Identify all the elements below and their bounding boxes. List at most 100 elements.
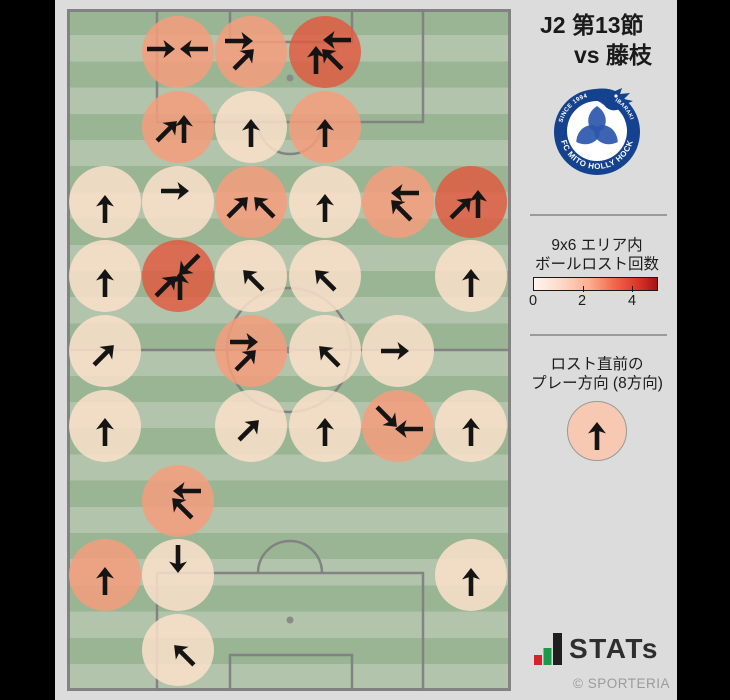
- direction-arrow-right: [230, 333, 259, 351]
- direction-arrow-up-right: [449, 197, 471, 220]
- direction-arrow-right: [147, 40, 176, 58]
- direction-arrow-up-left: [318, 346, 341, 368]
- direction-arrow-left: [390, 183, 419, 202]
- colorbar-tick-4: [631, 286, 633, 292]
- infographic-card: J2 第13節 vs 藤枝: [55, 0, 677, 700]
- loss-circle: [288, 240, 361, 313]
- direction-arrow-up-right: [232, 49, 255, 71]
- loss-circle: [288, 16, 361, 88]
- direction-arrow-down-left: [179, 253, 201, 276]
- loss-circle: [215, 165, 288, 238]
- direction-arrow-up: [315, 417, 334, 446]
- direction-arrow-right: [380, 342, 409, 360]
- hollyhock-leaves-icon: [576, 106, 618, 145]
- colorbar-label-2: 2: [577, 293, 587, 309]
- direction-arrow-up: [462, 269, 480, 298]
- direction-arrow-up-right: [155, 120, 178, 143]
- direction-arrow-up-left: [172, 497, 194, 520]
- direction-arrow-up: [96, 567, 114, 596]
- colorbar-label-4: 4: [627, 293, 637, 309]
- loss-circle: [142, 614, 215, 686]
- loss-circle: [142, 90, 215, 163]
- direction-arrow-up: [171, 272, 190, 301]
- match-title: J2 第13節 vs 藤枝: [520, 10, 680, 70]
- loss-circle: [361, 165, 434, 238]
- colorbar-label-0: 0: [528, 293, 538, 309]
- copyright: © SPORTERIA: [573, 676, 670, 691]
- direction-arrow-up-right: [234, 350, 257, 372]
- loss-circle: [288, 315, 361, 387]
- loss-circle: [435, 165, 507, 238]
- loss-circles-layer: [67, 9, 511, 691]
- stats-bars-icon: [534, 633, 562, 665]
- direction-arrow-up-left: [321, 49, 344, 71]
- direction-arrow-up: [175, 114, 194, 143]
- club-badge: FC MITO HOLLY HOCK SINCE 1994 IBARAKI: [554, 88, 640, 175]
- divider-bottom: [530, 334, 667, 336]
- match-title-line2: vs 藤枝: [574, 42, 652, 68]
- direction-arrow-left: [394, 419, 423, 438]
- direction-arrow-up: [242, 118, 261, 147]
- direction-arrow-up: [462, 417, 480, 446]
- colorbar-tick-2: [582, 286, 584, 292]
- divider-top: [530, 214, 667, 216]
- direction-arrow-up: [315, 118, 334, 147]
- loss-circle: [69, 389, 141, 462]
- loss-circle: [361, 389, 434, 462]
- direction-arrow-left: [180, 40, 209, 58]
- direction-arrow-up: [588, 422, 606, 450]
- direction-arrow-up-left: [174, 645, 196, 667]
- loss-circle: [361, 315, 434, 387]
- loss-circle: [69, 240, 141, 313]
- direction-legend-line2: プレー方向 (8方向): [531, 375, 663, 392]
- direction-arrow-up: [306, 46, 325, 74]
- direction-arrow-up-left: [314, 270, 337, 292]
- loss-circle: [435, 240, 507, 313]
- loss-circle: [142, 16, 215, 88]
- loss-circle: [215, 389, 288, 462]
- direction-arrow-up: [96, 194, 114, 223]
- count-legend-line2: ボールロスト回数: [534, 256, 659, 273]
- loss-circle: [142, 464, 215, 537]
- direction-arrow-down: [169, 545, 188, 574]
- stats-logo-text: STATs: [569, 633, 659, 664]
- direction-arrow-up: [96, 417, 114, 446]
- match-title-line1: J2 第13節: [540, 12, 644, 38]
- direction-legend-line1: ロスト直前の: [550, 356, 644, 373]
- direction-arrow-down-right: [375, 405, 397, 427]
- direction-arrow-right: [225, 32, 254, 50]
- direction-arrow-up-right: [237, 419, 260, 442]
- loss-circle: [215, 90, 288, 163]
- direction-arrow-up: [469, 189, 487, 218]
- loss-circle: [288, 90, 361, 163]
- direction-arrow-up-right: [154, 276, 177, 298]
- direction-arrow-up: [315, 193, 334, 222]
- loss-circle: [288, 165, 361, 238]
- loss-circle: [435, 389, 507, 462]
- loss-circle: [69, 315, 141, 387]
- direction-arrow-left: [173, 481, 202, 500]
- direction-example-circle: [567, 401, 627, 461]
- loss-circle: [435, 539, 507, 612]
- direction-arrow-up: [96, 269, 114, 298]
- loss-circle: [142, 165, 215, 238]
- direction-arrow-right: [161, 181, 190, 200]
- direction-arrow-up-left: [243, 270, 265, 292]
- loss-circle: [288, 389, 361, 462]
- dragon-icon: [560, 88, 633, 119]
- pitch: [67, 9, 511, 691]
- direction-arrow-up: [462, 568, 480, 597]
- direction-arrow-up-right: [92, 345, 114, 367]
- count-legend-line1: 9x6 エリア内: [551, 237, 643, 254]
- loss-circle: [142, 539, 215, 612]
- loss-circle: [69, 165, 141, 238]
- direction-arrow-left: [322, 31, 351, 49]
- direction-arrow-up-left: [390, 199, 413, 222]
- direction-arrow-up-right: [226, 196, 249, 219]
- direction-arrow-up-left: [254, 196, 276, 219]
- loss-circle: [215, 315, 288, 387]
- loss-circle: [215, 240, 288, 313]
- loss-circle: [69, 539, 141, 612]
- loss-circle: [142, 240, 215, 313]
